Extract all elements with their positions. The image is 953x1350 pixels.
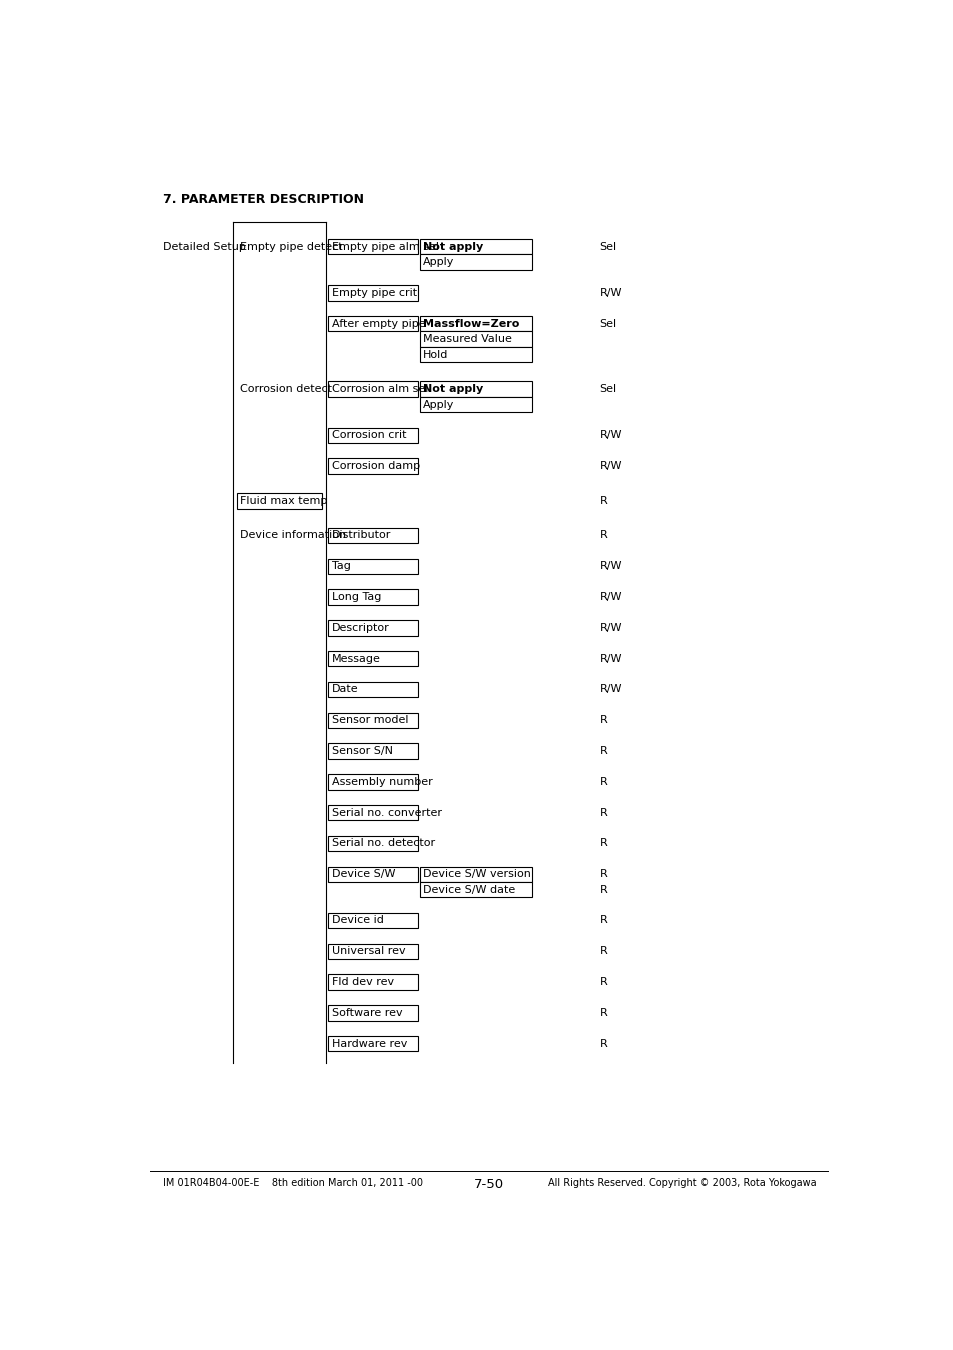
Bar [328, 285, 417, 301]
Text: Serial no. detector: Serial no. detector [332, 838, 435, 848]
Bar [328, 836, 417, 850]
Text: Date: Date [332, 684, 357, 694]
Text: After empty pipe: After empty pipe [332, 319, 425, 328]
Text: R/W: R/W [599, 462, 621, 471]
Text: R: R [599, 495, 607, 506]
Bar [419, 382, 532, 397]
Bar [328, 239, 417, 254]
Text: Hold: Hold [422, 350, 448, 359]
Text: All Rights Reserved. Copyright © 2003, Rota Yokogawa: All Rights Reserved. Copyright © 2003, R… [548, 1179, 816, 1188]
Text: Descriptor: Descriptor [332, 622, 389, 633]
Bar [419, 254, 532, 270]
Bar [328, 382, 417, 397]
Text: Corrosion detect: Corrosion detect [240, 385, 332, 394]
Text: R: R [599, 915, 607, 926]
Bar [328, 1035, 417, 1052]
Bar [419, 316, 532, 331]
Bar [328, 774, 417, 790]
Text: Sel: Sel [599, 242, 617, 251]
Bar [328, 805, 417, 821]
Text: R: R [599, 838, 607, 848]
Text: Not apply: Not apply [422, 385, 483, 394]
Text: R: R [599, 884, 607, 895]
Text: Device S/W version: Device S/W version [422, 869, 531, 879]
Text: Massflow=Zero: Massflow=Zero [422, 319, 518, 328]
Bar [419, 239, 532, 254]
Text: Software rev: Software rev [332, 1008, 402, 1018]
Text: Empty pipe crit: Empty pipe crit [332, 288, 416, 298]
Text: R/W: R/W [599, 562, 621, 571]
Bar [419, 331, 532, 347]
Text: R: R [599, 531, 607, 540]
Bar [328, 651, 417, 667]
Bar [419, 347, 532, 362]
Text: Fld dev rev: Fld dev rev [332, 977, 394, 987]
Text: Corrosion damp: Corrosion damp [332, 462, 419, 471]
Bar [328, 682, 417, 697]
Text: Apply: Apply [422, 256, 454, 267]
Text: Sel: Sel [599, 319, 617, 328]
Text: 7-50: 7-50 [474, 1179, 503, 1192]
Text: Measured Value: Measured Value [422, 333, 512, 344]
Text: Sensor model: Sensor model [332, 716, 408, 725]
Text: Corrosion alm sel: Corrosion alm sel [332, 385, 428, 394]
Bar [419, 867, 532, 882]
Text: R: R [599, 747, 607, 756]
Text: Fluid max temp: Fluid max temp [240, 495, 327, 506]
Bar [328, 316, 417, 331]
Text: R: R [599, 869, 607, 879]
Text: Empty pipe detect: Empty pipe detect [240, 242, 342, 251]
Text: Device id: Device id [332, 915, 383, 926]
Bar [328, 867, 417, 882]
Text: Device S/W: Device S/W [332, 869, 395, 879]
Text: R/W: R/W [599, 684, 621, 694]
Text: Assembly number: Assembly number [332, 776, 432, 787]
Bar [328, 944, 417, 958]
Text: IM 01R04B04-00E-E    8th edition March 01, 2011 -00: IM 01R04B04-00E-E 8th edition March 01, … [163, 1179, 423, 1188]
Text: R: R [599, 1008, 607, 1018]
Text: R/W: R/W [599, 622, 621, 633]
Text: Corrosion crit: Corrosion crit [332, 431, 406, 440]
Bar [328, 913, 417, 929]
Bar [419, 882, 532, 898]
Text: Tag: Tag [332, 562, 350, 571]
Text: R: R [599, 977, 607, 987]
Bar [328, 744, 417, 759]
Text: R/W: R/W [599, 431, 621, 440]
Text: Not apply: Not apply [422, 242, 483, 251]
Text: Universal rev: Universal rev [332, 946, 405, 956]
Bar [328, 528, 417, 543]
Bar [328, 1006, 417, 1021]
Text: Serial no. converter: Serial no. converter [332, 807, 441, 818]
Text: R: R [599, 946, 607, 956]
Bar [328, 975, 417, 990]
Text: Hardware rev: Hardware rev [332, 1038, 407, 1049]
Text: R: R [599, 776, 607, 787]
Text: Sensor S/N: Sensor S/N [332, 747, 393, 756]
Text: 7. PARAMETER DESCRIPTION: 7. PARAMETER DESCRIPTION [163, 193, 364, 205]
Bar [328, 620, 417, 636]
Text: Detailed Setup: Detailed Setup [163, 242, 246, 251]
Text: R: R [599, 807, 607, 818]
Text: Sel: Sel [599, 385, 617, 394]
Text: Device S/W date: Device S/W date [422, 884, 515, 895]
Text: R/W: R/W [599, 593, 621, 602]
Bar [328, 428, 417, 443]
Text: R/W: R/W [599, 653, 621, 664]
Bar [328, 713, 417, 728]
Text: R: R [599, 1038, 607, 1049]
Text: Message: Message [332, 653, 380, 664]
Bar [328, 459, 417, 474]
Text: Apply: Apply [422, 400, 454, 409]
Text: R/W: R/W [599, 288, 621, 298]
Text: Device information: Device information [240, 531, 346, 540]
Bar [328, 590, 417, 605]
Bar [419, 397, 532, 412]
Text: R: R [599, 716, 607, 725]
Text: Distributor: Distributor [332, 531, 391, 540]
Text: Long Tag: Long Tag [332, 593, 380, 602]
Bar [328, 559, 417, 574]
Bar [236, 493, 322, 509]
Text: Empty pipe alm sel: Empty pipe alm sel [332, 242, 438, 251]
